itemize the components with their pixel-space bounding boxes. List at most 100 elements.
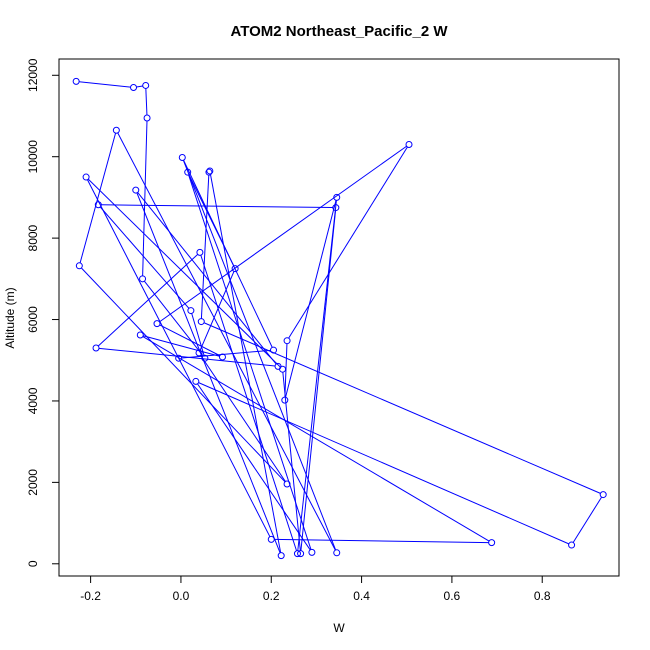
data-point [297,550,305,558]
data-point [112,126,120,134]
series-segment [282,372,301,551]
data-point [267,535,275,543]
series-segment [200,355,286,482]
y-tick-label: 12000 [26,58,40,92]
data-point [130,83,138,91]
series-segment [197,383,311,551]
data-point [206,167,214,175]
data-point [72,77,80,85]
data-point [218,353,226,361]
data-point [92,344,100,352]
data-point [187,307,195,315]
y-tick-label: 2000 [26,469,40,496]
series-segment [274,538,489,544]
series-segment [182,160,337,551]
data-point [75,262,83,270]
series-segment [199,271,235,351]
series-segment [297,200,337,551]
data-point [283,480,291,488]
series-segment [97,254,199,347]
series-segment [137,192,277,365]
data-point [192,377,200,385]
y-tick-label: 10000 [26,140,40,174]
series-segment [159,324,221,357]
data-point [405,140,413,148]
data-point [195,349,203,357]
series-segment [136,192,281,554]
plot-area-frame [58,58,620,577]
series-segment [79,133,117,264]
series-segment [181,349,271,359]
data-point [277,552,285,560]
data-point [143,114,151,122]
series-segment [300,210,337,551]
data-point [94,201,102,209]
series-segment [198,382,570,545]
data-point [333,193,341,201]
series-segment [145,88,148,116]
y-axis: 0 2000 4000 6000 8000 10000 12000 [26,58,60,567]
series-segment [142,121,148,276]
series-segment [159,145,407,323]
x-tick-label: 0.6 [444,589,461,603]
series-segment [203,322,601,494]
series-segment [136,85,143,88]
series-segment [101,204,333,209]
series-segment [144,280,204,357]
data-point [136,331,144,339]
data-point [333,549,341,557]
data-point [332,204,340,212]
series-segment [188,174,312,550]
series-segment [191,313,205,356]
chart-title: ATOM2 Northeast_Pacific_2 W [230,23,448,40]
data-point [184,168,192,176]
series-segment [79,81,131,88]
data-point [293,550,301,558]
x-tick-label: 0.0 [173,589,190,603]
data-point [139,275,147,283]
series-segment [200,175,210,319]
y-tick-label: 6000 [26,306,40,333]
data-point [274,362,282,370]
data-point [205,168,213,176]
series-segment [288,146,408,339]
data-point [308,548,316,556]
x-tick-label: 0.8 [534,589,551,603]
series-segment [209,173,282,553]
y-tick-label: 0 [26,560,40,567]
series-layer [72,77,607,560]
x-tick-label: -0.2 [80,589,101,603]
data-point [132,186,140,194]
data-point [175,354,183,362]
series-segment [285,200,337,398]
data-point [197,318,205,326]
series-segment [200,255,298,551]
series-segment [99,206,190,309]
data-point [196,248,204,256]
series-segment [87,178,281,368]
data-point [201,354,209,362]
data-point [153,320,161,328]
data-point [568,541,576,549]
data-point [283,337,291,345]
data-point [178,154,186,162]
data-point [142,81,150,89]
data-point [82,173,90,181]
x-tick-label: 0.4 [353,589,370,603]
y-tick-label: 4000 [26,387,40,414]
series-segment [183,160,273,348]
y-axis-label: Altitude (m) [3,287,17,348]
data-point [599,491,607,499]
series-segment [284,343,288,398]
y-tick-label: 8000 [26,224,40,251]
x-tick-label: 0.2 [263,589,280,603]
x-axis: -0.2 0.0 0.2 0.4 0.6 0.8 [80,575,551,603]
data-point [281,396,289,404]
series-segment [142,336,490,542]
data-point [270,346,278,354]
series-segment [117,132,336,551]
data-point [231,265,239,273]
x-axis-label: W [333,621,345,635]
data-point [488,539,496,547]
